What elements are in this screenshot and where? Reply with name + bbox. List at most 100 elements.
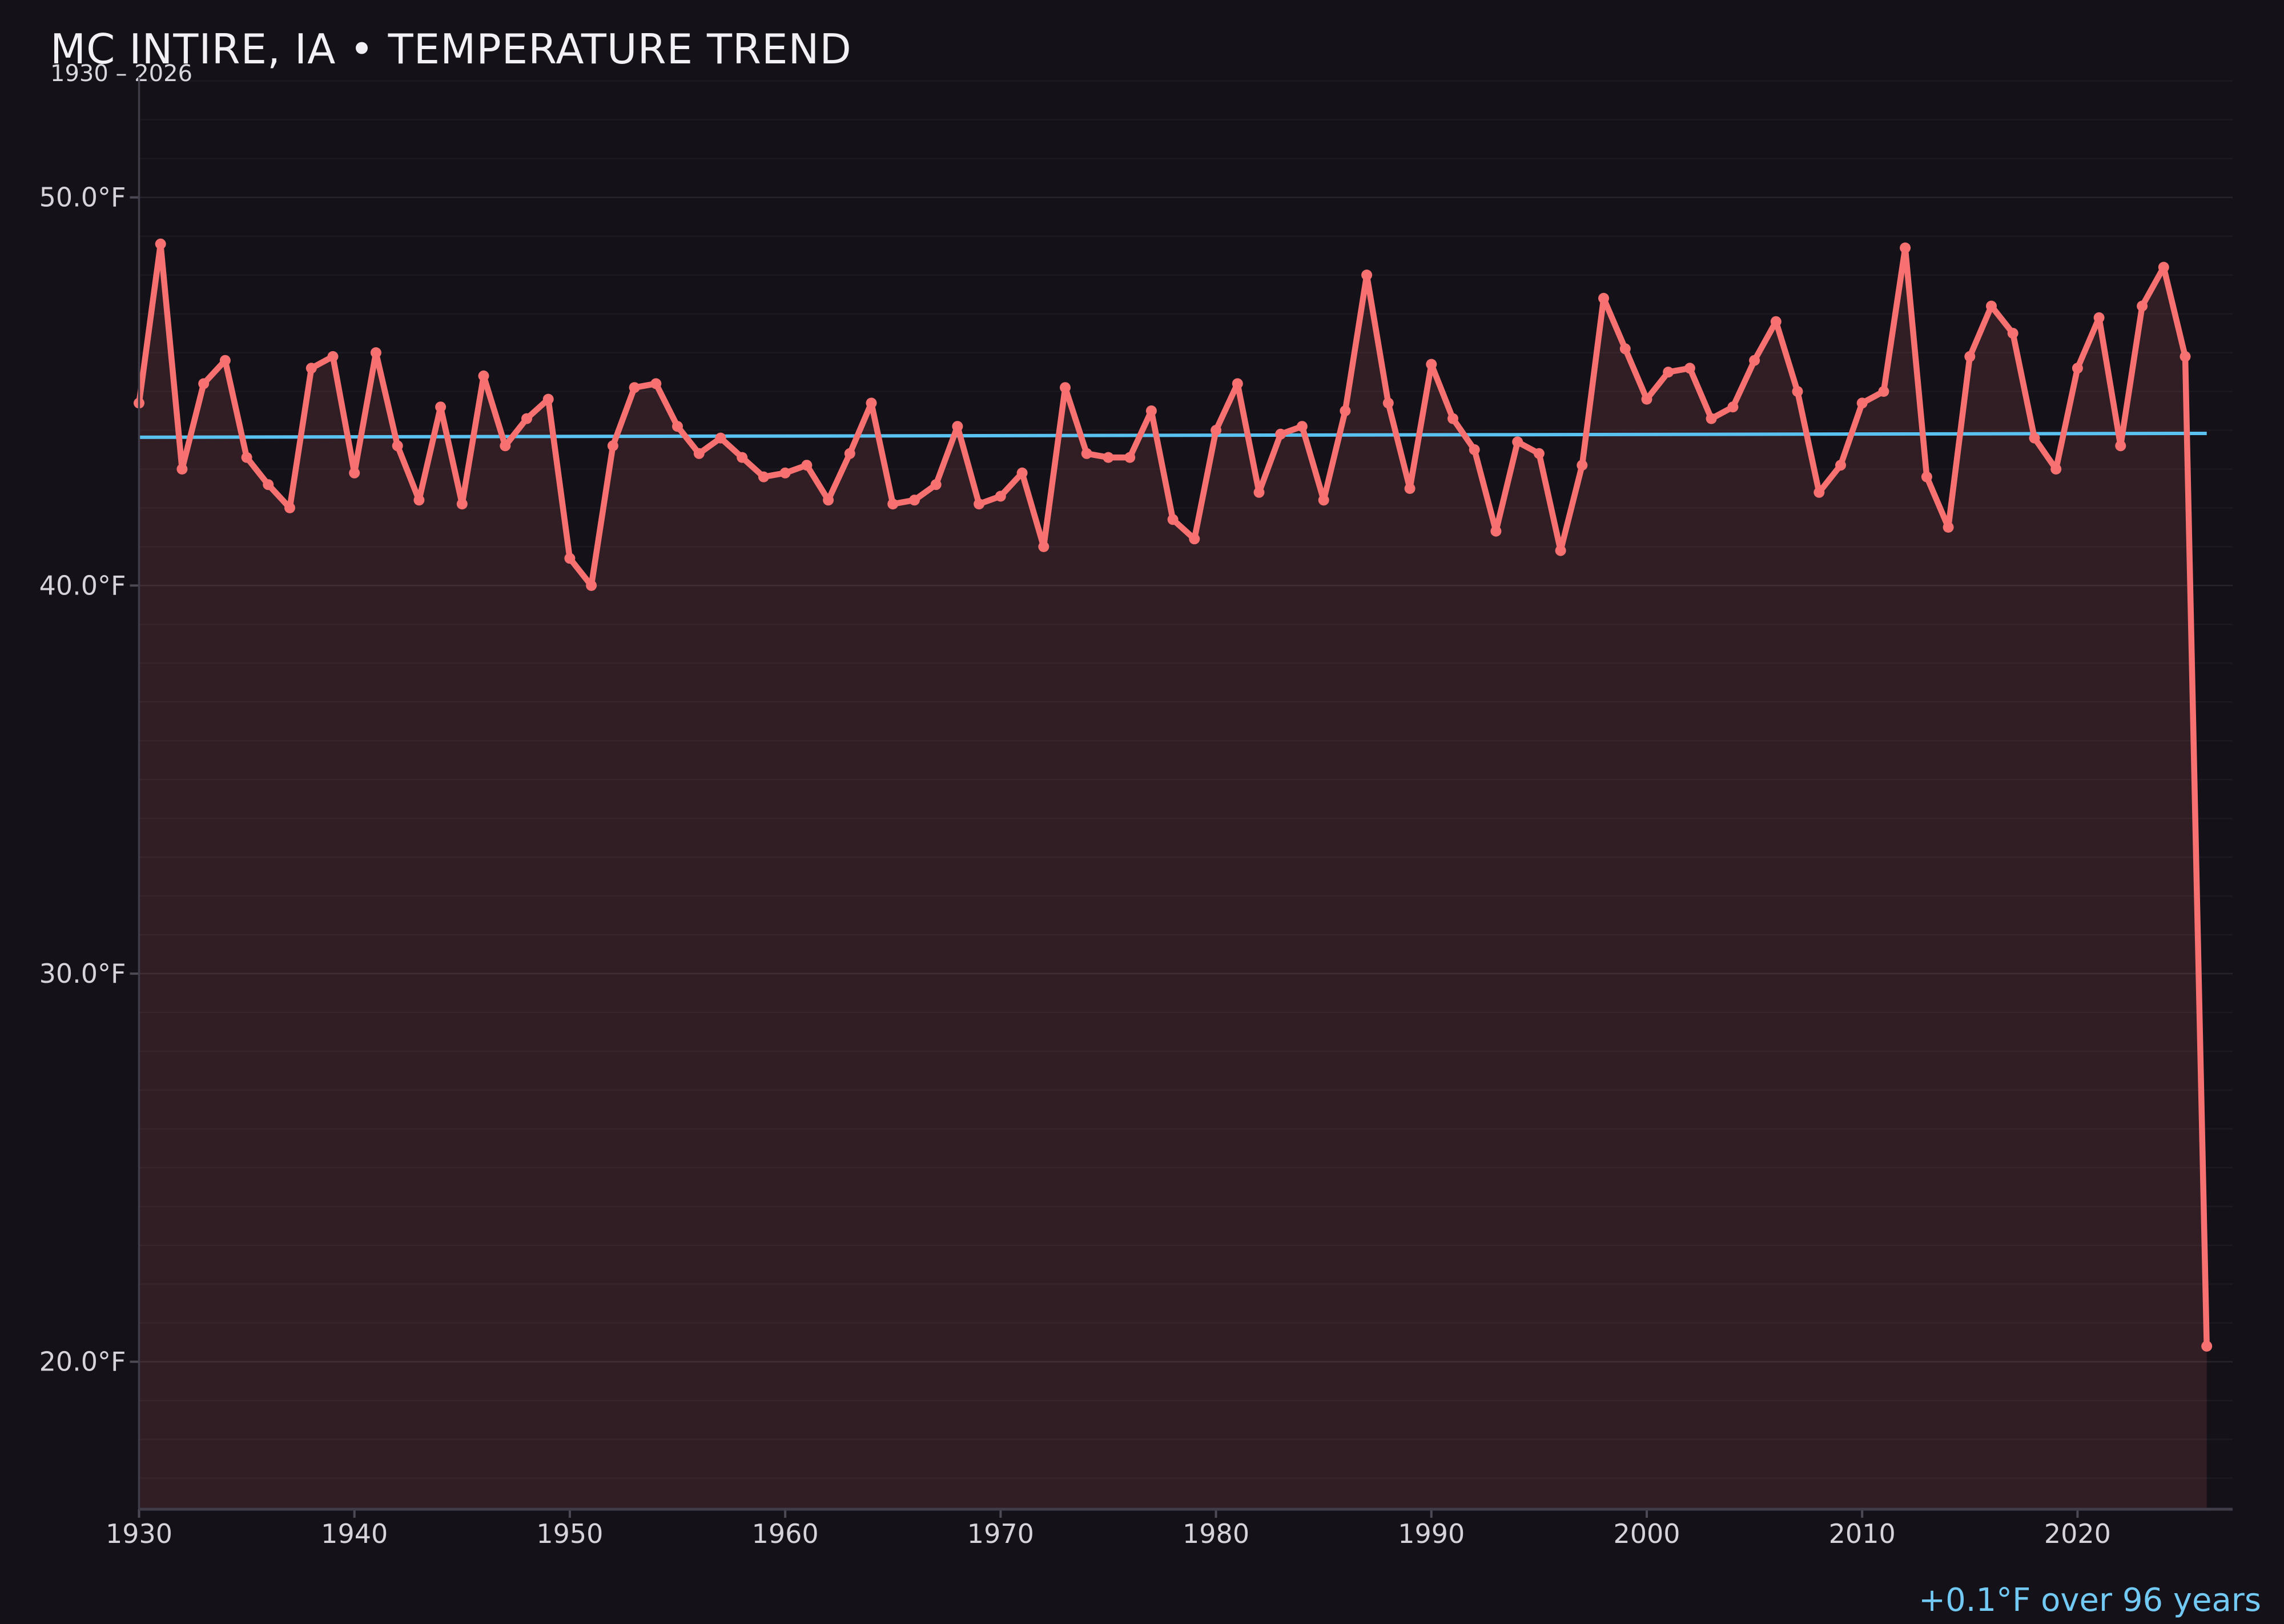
trend-line [139,431,2207,439]
data-point-1932 [176,464,188,475]
data-point-1933 [198,378,210,389]
data-point-1950 [564,553,576,564]
data-point-2001 [1663,367,1674,378]
data-point-2025 [2180,351,2191,362]
data-point-1963 [844,448,855,459]
data-point-1954 [650,378,662,389]
data-point-1946 [478,370,489,381]
data-point-1960 [779,467,791,479]
data-point-1974 [1081,448,1092,459]
data-point-1980 [1211,425,1222,436]
data-point-2005 [1749,355,1760,366]
x-tick-label: 1990 [1398,1518,1465,1549]
data-point-1936 [263,479,274,491]
data-point-1968 [952,421,963,432]
data-point-2015 [1964,351,1976,362]
data-point-2013 [1921,471,1932,483]
data-point-2000 [1641,393,1652,405]
data-point-1992 [1469,444,1480,455]
y-tick-label: 30.0°F [39,958,126,989]
data-point-2006 [1770,316,1782,327]
x-tick-label: 1980 [1183,1518,1249,1549]
data-point-2007 [1792,386,1803,397]
y-tick-label: 40.0°F [39,570,126,601]
data-point-1969 [974,499,985,510]
data-point-1943 [413,495,425,506]
data-point-1957 [715,432,726,444]
data-point-2009 [1835,460,1846,471]
data-point-1966 [909,495,920,506]
data-point-1983 [1275,428,1286,440]
data-point-1981 [1232,378,1243,389]
data-point-1939 [327,351,339,362]
temperature-area-fill [139,244,2207,1509]
y-tick-label: 50.0°F [39,182,126,213]
data-point-2016 [1986,300,1997,312]
data-point-1942 [392,440,403,452]
data-point-1940 [349,467,360,479]
trend-annotation: +0.1°F over 96 years [1919,1582,2261,1619]
data-point-1949 [542,393,554,405]
data-point-1952 [607,440,618,452]
data-point-1975 [1103,452,1114,463]
data-point-2002 [1684,363,1695,374]
y-tick-label: 20.0°F [39,1346,126,1377]
data-point-2004 [1727,401,1739,413]
data-point-1956 [693,448,705,459]
x-tick-label: 2020 [2044,1518,2111,1549]
data-point-1951 [586,580,597,591]
x-tick-label: 1970 [967,1518,1034,1549]
data-point-1961 [801,460,813,471]
data-point-1991 [1447,413,1458,424]
data-point-2022 [2115,440,2126,452]
data-point-1959 [758,471,769,483]
data-point-1989 [1404,483,1416,494]
x-tick-label: 1950 [536,1518,603,1549]
data-point-1972 [1038,541,1049,552]
data-point-2020 [2072,363,2083,374]
data-point-1935 [241,452,252,463]
data-point-1965 [887,499,899,510]
data-point-1953 [629,382,640,393]
x-tick-label: 1960 [752,1518,819,1549]
data-point-1993 [1490,525,1502,537]
chart-title: MC INTIRE, IA • TEMPERATURE TREND [50,25,852,73]
data-point-1994 [1512,436,1523,448]
data-point-1982 [1253,487,1265,498]
data-point-1990 [1426,359,1437,370]
data-point-1984 [1296,421,1308,432]
data-point-1967 [930,479,942,491]
data-point-2014 [1943,521,1954,533]
data-point-1948 [521,413,532,424]
data-point-1955 [672,421,683,432]
data-point-1934 [219,355,231,366]
data-point-1973 [1060,382,1071,393]
data-point-1938 [305,363,317,374]
data-point-1999 [1619,343,1631,355]
x-tick-label: 2000 [1613,1518,1680,1549]
data-point-2019 [2050,464,2062,475]
data-point-1931 [155,238,166,250]
data-point-2018 [2029,432,2040,444]
data-point-1979 [1189,533,1200,545]
x-tick-label: 1930 [106,1518,172,1549]
data-point-1962 [823,495,834,506]
data-point-1986 [1340,405,1351,416]
data-point-1995 [1533,448,1545,459]
data-point-1988 [1382,397,1394,409]
data-point-2017 [2007,328,2018,339]
data-point-1985 [1318,495,1329,506]
data-point-1964 [866,397,877,409]
data-point-1937 [284,502,295,513]
data-point-1987 [1361,270,1373,281]
data-point-2021 [2093,312,2105,323]
data-point-1996 [1555,545,1566,556]
x-tick-label: 2010 [1829,1518,1896,1549]
data-point-2012 [1900,242,1911,254]
chart-subtitle: 1930 – 2026 [50,61,193,87]
x-tick-label: 1940 [321,1518,388,1549]
data-point-1945 [456,499,468,510]
data-point-2010 [1856,397,1868,409]
